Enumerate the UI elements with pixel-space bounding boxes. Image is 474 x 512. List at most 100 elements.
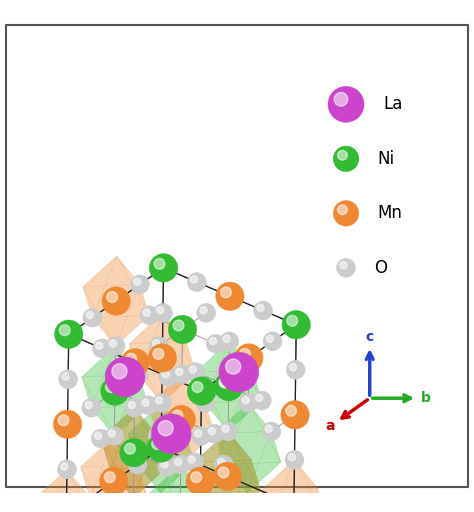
- Polygon shape: [83, 256, 140, 287]
- Circle shape: [187, 377, 216, 406]
- Polygon shape: [247, 432, 281, 493]
- Polygon shape: [148, 374, 182, 436]
- Circle shape: [131, 458, 138, 465]
- Polygon shape: [117, 256, 149, 315]
- Polygon shape: [110, 408, 167, 470]
- Polygon shape: [67, 470, 100, 512]
- Circle shape: [82, 398, 100, 417]
- Polygon shape: [194, 432, 251, 462]
- Polygon shape: [138, 313, 195, 374]
- Polygon shape: [261, 488, 318, 512]
- Circle shape: [337, 151, 347, 160]
- Circle shape: [223, 335, 230, 342]
- Circle shape: [186, 467, 214, 496]
- Circle shape: [139, 396, 157, 415]
- Polygon shape: [83, 285, 140, 346]
- Polygon shape: [138, 372, 195, 403]
- Circle shape: [188, 456, 195, 463]
- Circle shape: [191, 276, 198, 283]
- Circle shape: [196, 393, 214, 413]
- Circle shape: [134, 278, 141, 285]
- Circle shape: [105, 357, 145, 397]
- Circle shape: [219, 352, 259, 392]
- Circle shape: [100, 377, 129, 406]
- Circle shape: [262, 422, 281, 441]
- Circle shape: [161, 461, 168, 468]
- Polygon shape: [261, 460, 294, 512]
- Polygon shape: [194, 432, 228, 493]
- Circle shape: [106, 336, 125, 355]
- Polygon shape: [114, 374, 148, 436]
- Circle shape: [218, 458, 225, 465]
- Polygon shape: [81, 436, 137, 467]
- Polygon shape: [148, 374, 205, 406]
- Polygon shape: [90, 496, 147, 512]
- Polygon shape: [228, 432, 261, 490]
- Polygon shape: [215, 432, 271, 493]
- Circle shape: [214, 372, 243, 400]
- Polygon shape: [82, 346, 138, 377]
- Polygon shape: [92, 315, 149, 346]
- Polygon shape: [81, 436, 114, 498]
- Polygon shape: [261, 490, 293, 512]
- Polygon shape: [194, 432, 251, 462]
- Circle shape: [255, 394, 263, 401]
- Circle shape: [195, 430, 202, 437]
- Polygon shape: [100, 408, 135, 470]
- Polygon shape: [82, 377, 114, 436]
- Circle shape: [61, 463, 68, 470]
- Circle shape: [151, 414, 191, 454]
- Polygon shape: [293, 488, 327, 512]
- Polygon shape: [181, 464, 213, 512]
- Circle shape: [287, 315, 298, 326]
- Circle shape: [235, 344, 263, 372]
- Polygon shape: [116, 285, 149, 346]
- Polygon shape: [81, 467, 113, 512]
- Polygon shape: [43, 470, 100, 512]
- Circle shape: [159, 368, 178, 387]
- Circle shape: [106, 382, 117, 393]
- Circle shape: [333, 201, 359, 226]
- Circle shape: [53, 410, 82, 438]
- Circle shape: [129, 365, 148, 384]
- Circle shape: [199, 397, 206, 404]
- Circle shape: [200, 307, 207, 314]
- Circle shape: [254, 301, 273, 320]
- Circle shape: [328, 87, 364, 122]
- Circle shape: [206, 334, 225, 353]
- Circle shape: [286, 360, 305, 379]
- Circle shape: [173, 365, 191, 384]
- Polygon shape: [116, 346, 148, 406]
- Polygon shape: [128, 403, 185, 434]
- Polygon shape: [215, 403, 271, 434]
- Polygon shape: [100, 408, 157, 438]
- Circle shape: [216, 282, 244, 310]
- Circle shape: [168, 315, 197, 344]
- Circle shape: [281, 400, 309, 429]
- Circle shape: [266, 335, 273, 342]
- Circle shape: [219, 377, 230, 388]
- Circle shape: [340, 262, 347, 269]
- Polygon shape: [91, 406, 148, 436]
- Polygon shape: [162, 342, 195, 403]
- Polygon shape: [66, 498, 100, 512]
- Circle shape: [239, 393, 258, 413]
- Circle shape: [333, 146, 359, 172]
- Polygon shape: [205, 400, 262, 432]
- Polygon shape: [215, 434, 247, 493]
- Circle shape: [174, 458, 182, 465]
- Polygon shape: [133, 436, 167, 498]
- Polygon shape: [205, 342, 262, 403]
- Circle shape: [86, 311, 93, 318]
- Circle shape: [208, 428, 215, 435]
- Circle shape: [153, 349, 164, 359]
- Circle shape: [172, 410, 182, 421]
- Polygon shape: [82, 374, 138, 436]
- Circle shape: [216, 365, 235, 384]
- Circle shape: [62, 373, 69, 380]
- Circle shape: [126, 353, 137, 364]
- Circle shape: [58, 415, 69, 425]
- Circle shape: [263, 332, 282, 351]
- Polygon shape: [147, 464, 204, 496]
- Circle shape: [59, 370, 78, 389]
